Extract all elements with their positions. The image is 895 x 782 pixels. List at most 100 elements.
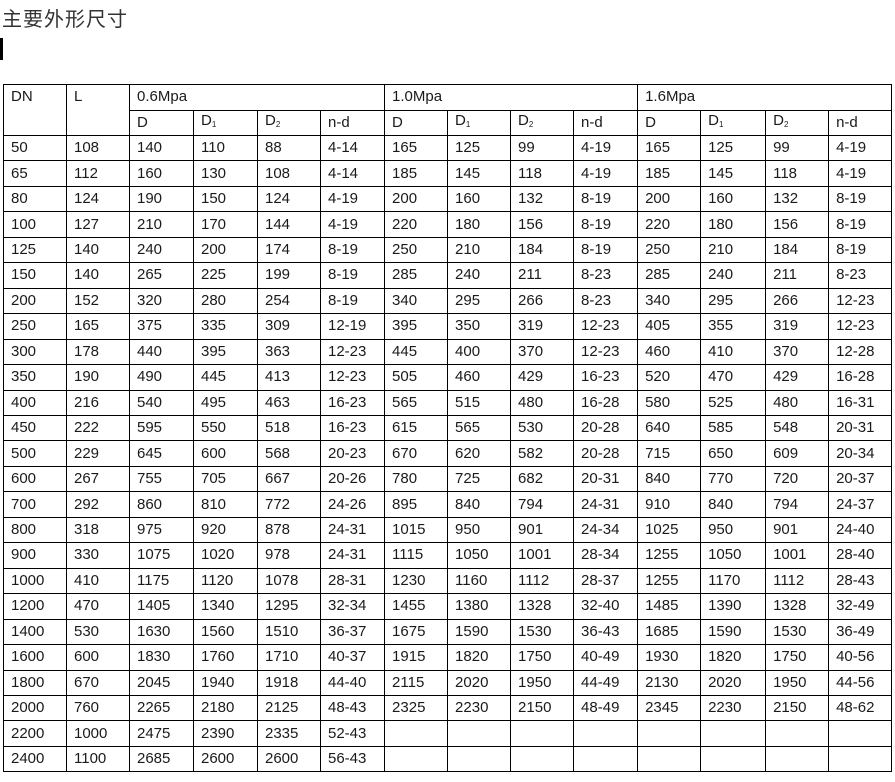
table-cell: 112: [66, 160, 130, 187]
table-cell: 1590: [447, 618, 512, 646]
table-cell: 8-19: [828, 211, 893, 238]
table-cell: [828, 745, 893, 773]
header-n-d: n-d: [573, 109, 639, 136]
table-cell: 24-31: [319, 516, 386, 544]
table-cell: 1170: [700, 567, 767, 595]
table-cell: 2130: [637, 669, 702, 696]
table-cell: 16-28: [573, 389, 639, 416]
dimensions-table: DN L 0.6Mpa 1.0Mpa 1.6Mpa D D1 D2 n-d D D1 D2 n…: [3, 84, 893, 773]
table-cell: 24-40: [828, 516, 893, 544]
table-cell: 20-28: [573, 414, 639, 442]
table-cell: 370: [510, 338, 575, 366]
table-cell: 530: [66, 618, 130, 646]
table-cell: 185: [637, 160, 702, 187]
table-cell: 200: [3, 287, 67, 315]
header-label: D: [392, 113, 403, 131]
table-cell: 1530: [510, 618, 575, 646]
table-cell: 222: [66, 414, 130, 442]
table-cell: 1001: [765, 542, 830, 569]
table-cell: [637, 720, 702, 747]
table-cell: 755: [129, 465, 194, 493]
table-cell: 460: [637, 338, 702, 366]
table-cell: 1760: [193, 644, 258, 671]
table-cell: 515: [447, 389, 512, 416]
table-cell: 582: [510, 440, 575, 467]
table-cell: 265: [129, 262, 194, 289]
header-subscript: 2: [528, 119, 534, 129]
table-cell: 240: [447, 262, 512, 289]
table-cell: 413: [257, 364, 321, 391]
table-cell: 1685: [637, 618, 702, 646]
table-cell: 200: [637, 185, 702, 213]
table-cell: 1255: [637, 567, 702, 595]
table-cell: 2230: [700, 694, 767, 722]
table-cell: 240: [129, 236, 194, 264]
table-cell: 8-19: [828, 236, 893, 264]
table-cell: 170: [193, 211, 258, 238]
table-cell: 88: [257, 134, 321, 162]
header-d2: D2: [510, 109, 575, 136]
table-cell: 150: [193, 185, 258, 213]
table-cell: 1830: [129, 644, 194, 671]
table-cell: 8-23: [573, 287, 639, 315]
table-cell: 772: [257, 491, 321, 518]
table-cell: 2345: [637, 694, 702, 722]
table-cell: 1710: [257, 644, 321, 671]
table-cell: 8-19: [573, 185, 639, 213]
table-cell: 8-23: [573, 262, 639, 289]
table-cell: 210: [700, 236, 767, 264]
table-cell: 2115: [384, 669, 449, 696]
table-cell: 4-19: [828, 160, 893, 187]
table-cell: 1915: [384, 644, 449, 671]
table-cell: 309: [257, 313, 321, 340]
table-cell: 229: [66, 440, 130, 467]
table-cell: 254: [257, 287, 321, 315]
header-d: D: [129, 109, 194, 136]
table-cell: 395: [384, 313, 449, 340]
table-cell: 24-34: [573, 516, 639, 544]
table-cell: 1075: [129, 542, 194, 569]
table-cell: 28-40: [828, 542, 893, 569]
table-cell: 900: [3, 542, 67, 569]
table-cell: 1160: [447, 567, 512, 595]
table-cell: 4-19: [573, 134, 639, 162]
table-cell: 110: [193, 134, 258, 162]
table-cell: 1025: [637, 516, 702, 544]
table-cell: 548: [765, 414, 830, 442]
table-cell: 8-19: [319, 236, 386, 264]
table-row: 1800 670 2045 1940 1918 44-40 2115 2020 1950 44-4…: [3, 669, 893, 696]
table-cell: 250: [637, 236, 702, 264]
table-cell: 1950: [765, 669, 830, 696]
table-cell: [765, 745, 830, 773]
table-cell: 975: [129, 516, 194, 544]
table-cell: 266: [510, 287, 575, 315]
table-cell: 199: [257, 262, 321, 289]
header-d2: D2: [765, 109, 830, 136]
table-cell: [700, 720, 767, 747]
table-row: 350 190 490 445 413 12-23 505 460 429 16-23 520 470…: [3, 364, 893, 391]
table-cell: 1950: [510, 669, 575, 696]
table-row: 900 330 1075 1020 978 24-31 1115 1050 1001 28-34 1…: [3, 542, 893, 569]
table-cell: 720: [765, 465, 830, 493]
table-cell: 1050: [700, 542, 767, 569]
table-cell: 32-34: [319, 593, 386, 620]
table-cell: 2230: [447, 694, 512, 722]
table-cell: 565: [384, 389, 449, 416]
table-cell: 615: [384, 414, 449, 442]
table-row: 200 152 320 280 254 8-19 340 295 266 8-23 340 295 26…: [3, 287, 893, 315]
table-cell: 220: [637, 211, 702, 238]
table-cell: 650: [700, 440, 767, 467]
table-cell: 178: [66, 338, 130, 366]
table-cell: 715: [637, 440, 702, 467]
table-cell: 48-49: [573, 694, 639, 722]
table-cell: 20-31: [828, 414, 893, 442]
table-cell: 130: [193, 160, 258, 187]
table-cell: 920: [193, 516, 258, 544]
table-cell: 840: [637, 465, 702, 493]
table-cell: 48-43: [319, 694, 386, 722]
table-cell: 125: [447, 134, 512, 162]
table-cell: 450: [3, 414, 67, 442]
header-d: D: [384, 109, 449, 136]
table-cell: 20-28: [573, 440, 639, 467]
table-cell: 505: [384, 364, 449, 391]
